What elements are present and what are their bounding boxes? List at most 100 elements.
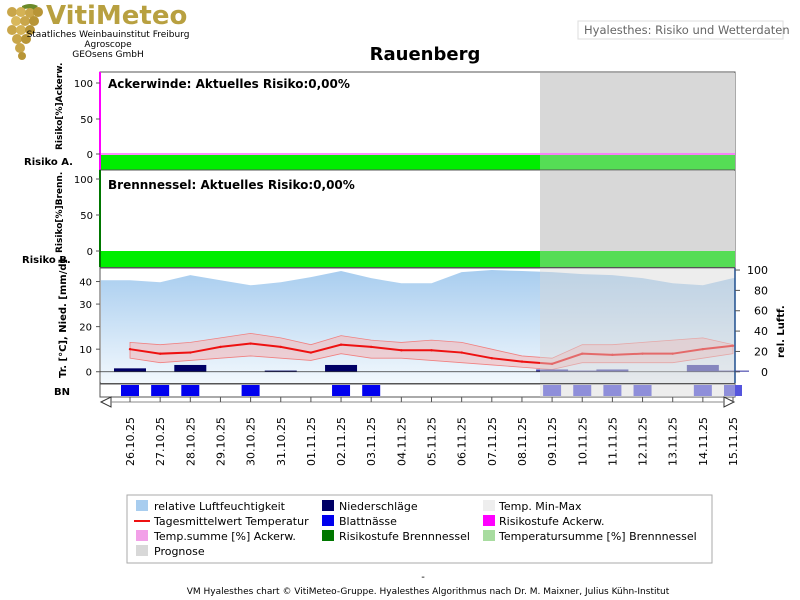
temperature-point — [189, 351, 192, 354]
risk-bar-ackerwinde-forecast — [540, 155, 735, 170]
temperature-point — [520, 360, 524, 363]
precipitation-bar — [264, 370, 297, 372]
axis-label-left: Tr. [°C], Nied. [mm/d] — [58, 259, 69, 378]
leaf-wetness-bar — [151, 385, 170, 396]
footer-credit: VM Hyalesthes chart © VitiMeteo-Gruppe. … — [187, 587, 670, 597]
leaf-wetness-bar — [362, 385, 381, 396]
legend-swatch-tempsum-brennnessel — [483, 530, 495, 541]
right-tick-label: 40 — [754, 325, 768, 338]
leaf-wetness-bar — [181, 385, 200, 396]
left-tick-label: 10 — [79, 345, 92, 356]
bn-label: BN — [54, 387, 70, 398]
leaf-wetness-bar — [543, 385, 562, 396]
date-label: 11.11.25 — [606, 417, 619, 466]
org-line-1: Staatliches Weinbauinstitut Freiburg — [27, 30, 190, 40]
legend-swatch-risk-ackerw — [483, 515, 495, 526]
temperature-point — [370, 345, 373, 349]
date-label: 07.11.25 — [486, 417, 499, 466]
tick-label: 100 — [74, 175, 93, 186]
legend-label: Blattnässe — [339, 515, 397, 528]
tick-label: 0 — [87, 247, 93, 258]
scroll-left-arrow-icon[interactable] — [99, 396, 112, 408]
leaf-wetness-bar — [121, 385, 139, 396]
logo: VitiMeteo Staatliches Weinbauinstitut Fr… — [7, 1, 189, 60]
forecast-shade — [540, 384, 735, 397]
leaf-wetness-bar — [724, 385, 742, 396]
x-axis-dates: 26.10.25 27.10.25 28.10.25 29.10.25 30.10.25… — [124, 397, 740, 466]
precipitation-bar — [717, 370, 749, 372]
left-tick-label: 0 — [86, 368, 92, 379]
date-label: 28.10.25 — [184, 417, 197, 466]
leaf-wetness-bar — [241, 385, 260, 396]
right-tick-label: 0 — [761, 366, 768, 379]
temperature-point — [611, 353, 614, 357]
leaf-wetness-bar — [573, 385, 592, 396]
axis-label-ackerwinde: Risiko[%]Ackerw. — [55, 63, 65, 150]
temperature-point — [158, 352, 162, 355]
legend: relative Luftfeuchtigkeit Tagesmittelwer… — [126, 494, 713, 564]
temperature-point — [671, 352, 674, 355]
date-label: 31.10.25 — [275, 417, 288, 466]
right-tick-label: 80 — [754, 284, 768, 297]
panel-ackerwinde: Ackerwinde: Aktuelles Risiko:0,00% 100 5… — [24, 63, 736, 171]
legend-label: Risikostufe Brennnessel — [339, 530, 470, 543]
date-label: 03.11.25 — [365, 417, 378, 466]
right-tick-label: 20 — [754, 345, 768, 358]
risk-bar-brennnessel — [101, 251, 540, 267]
chart-title: Rauenberg — [370, 44, 481, 65]
left-axis: 40 30 20 10 0 — [79, 278, 100, 379]
temperature-point — [550, 362, 554, 366]
precipitation-bar — [686, 364, 719, 372]
temperature-point — [309, 351, 313, 354]
date-label: 05.11.25 — [426, 417, 439, 466]
app-title: Hyalesthes: Risiko und Wetterdaten — [584, 23, 790, 37]
legend-swatch-temp-minmax — [483, 500, 495, 511]
date-label: 10.11.25 — [576, 417, 589, 466]
date-label: 06.11.25 — [456, 417, 469, 466]
weather-plot-area — [100, 270, 749, 383]
org-line-3: GEOsens GmbH — [72, 50, 143, 60]
legend-swatch-humidity — [136, 500, 148, 511]
right-tick-label: 60 — [754, 305, 768, 318]
date-label: 26.10.25 — [124, 417, 137, 466]
legend-label: Temperatursumme [%] Brennnessel — [498, 530, 697, 543]
tick-label: 50 — [80, 211, 93, 222]
legend-swatch-forecast — [136, 545, 148, 556]
leaf-wetness-bar — [633, 385, 652, 396]
panel-brennnessel: Brennnessel: Aktuelles Risiko:0,00% 100 … — [22, 169, 736, 268]
axis-label-right: rel. Luftf. — [776, 305, 787, 358]
forecast-shade — [540, 268, 735, 383]
org-line-2: Agroscope — [84, 40, 132, 50]
precipitation-bar — [596, 369, 629, 372]
legend-swatch-precip — [322, 500, 334, 511]
date-label: 29.10.25 — [214, 417, 227, 466]
risk-bar-ackerwinde — [101, 155, 540, 170]
temperature-point — [581, 352, 584, 355]
temperature-point — [641, 352, 644, 355]
date-label: 13.11.25 — [667, 417, 680, 466]
date-label: 15.11.25 — [727, 417, 740, 466]
panel-brennnessel-title: Brennnessel: Aktuelles Risiko:0,00% — [108, 178, 355, 192]
logo-text: VitiMeteo — [46, 1, 187, 31]
date-label: 01.11.25 — [305, 417, 318, 466]
leaf-wetness-bar — [332, 385, 351, 396]
right-axis: 100 80 60 40 20 0 — [734, 264, 768, 383]
temperature-point — [731, 344, 735, 347]
date-label: 12.11.25 — [637, 417, 650, 466]
tick-label: 0 — [87, 150, 93, 161]
precipitation-bar — [536, 369, 569, 372]
legend-label: Prognose — [154, 545, 205, 558]
leaf-wetness-bars — [121, 385, 742, 396]
date-label: 27.10.25 — [154, 417, 167, 466]
panel-ackerwinde-title: Ackerwinde: Aktuelles Risiko:0,00% — [108, 77, 350, 91]
precipitation-bar — [325, 364, 358, 372]
precipitation-bar — [174, 364, 207, 372]
legend-label: Tagesmittelwert Temperatur — [153, 515, 309, 528]
precipitation-bar — [566, 370, 599, 372]
leaf-wetness-bar — [603, 385, 622, 396]
temperature-point — [249, 342, 252, 345]
footer-dash: - — [421, 572, 425, 583]
app-title-box — [577, 20, 784, 40]
temperature-point — [460, 351, 463, 354]
